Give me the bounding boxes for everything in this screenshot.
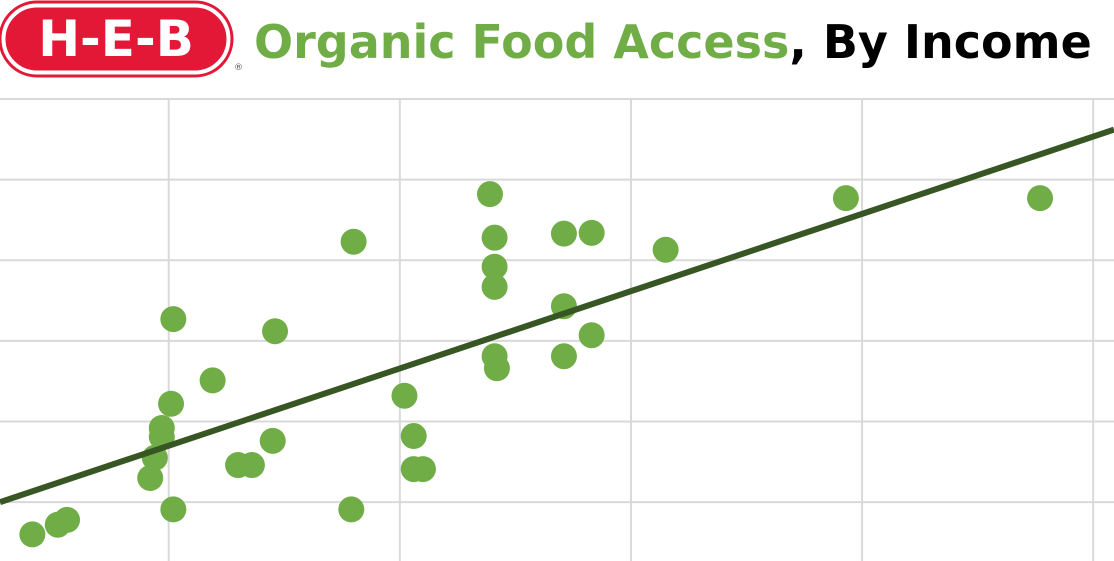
logo-text: H-E-B [38, 10, 194, 68]
point [652, 236, 679, 263]
point [483, 355, 510, 382]
logo: H-E-B ® [0, 0, 243, 78]
point [137, 464, 164, 491]
point [550, 343, 577, 370]
point [578, 322, 605, 349]
point [481, 273, 508, 300]
point [158, 390, 185, 417]
point [476, 181, 503, 208]
chart-title: Organic Food Access [254, 15, 789, 69]
point [1027, 185, 1054, 212]
point [238, 452, 265, 479]
point [160, 306, 187, 333]
point [262, 318, 289, 345]
point [259, 427, 286, 454]
point [199, 367, 226, 394]
point [338, 496, 365, 523]
point [54, 506, 81, 533]
trend-line [0, 126, 1114, 505]
point [481, 224, 508, 251]
point [578, 219, 605, 246]
logo-badge [0, 2, 232, 76]
point [160, 496, 187, 523]
point [19, 521, 46, 548]
logo-ring [0, 0, 234, 78]
point [832, 185, 859, 212]
grid [0, 98, 1114, 561]
point [481, 253, 508, 280]
point [340, 228, 367, 255]
marks [0, 126, 1114, 548]
point [409, 456, 436, 483]
point [400, 423, 427, 450]
point [550, 220, 577, 247]
point [391, 382, 418, 409]
chart-title-suffix: , By Income [789, 15, 1091, 69]
logo-mark: ® [234, 63, 243, 73]
